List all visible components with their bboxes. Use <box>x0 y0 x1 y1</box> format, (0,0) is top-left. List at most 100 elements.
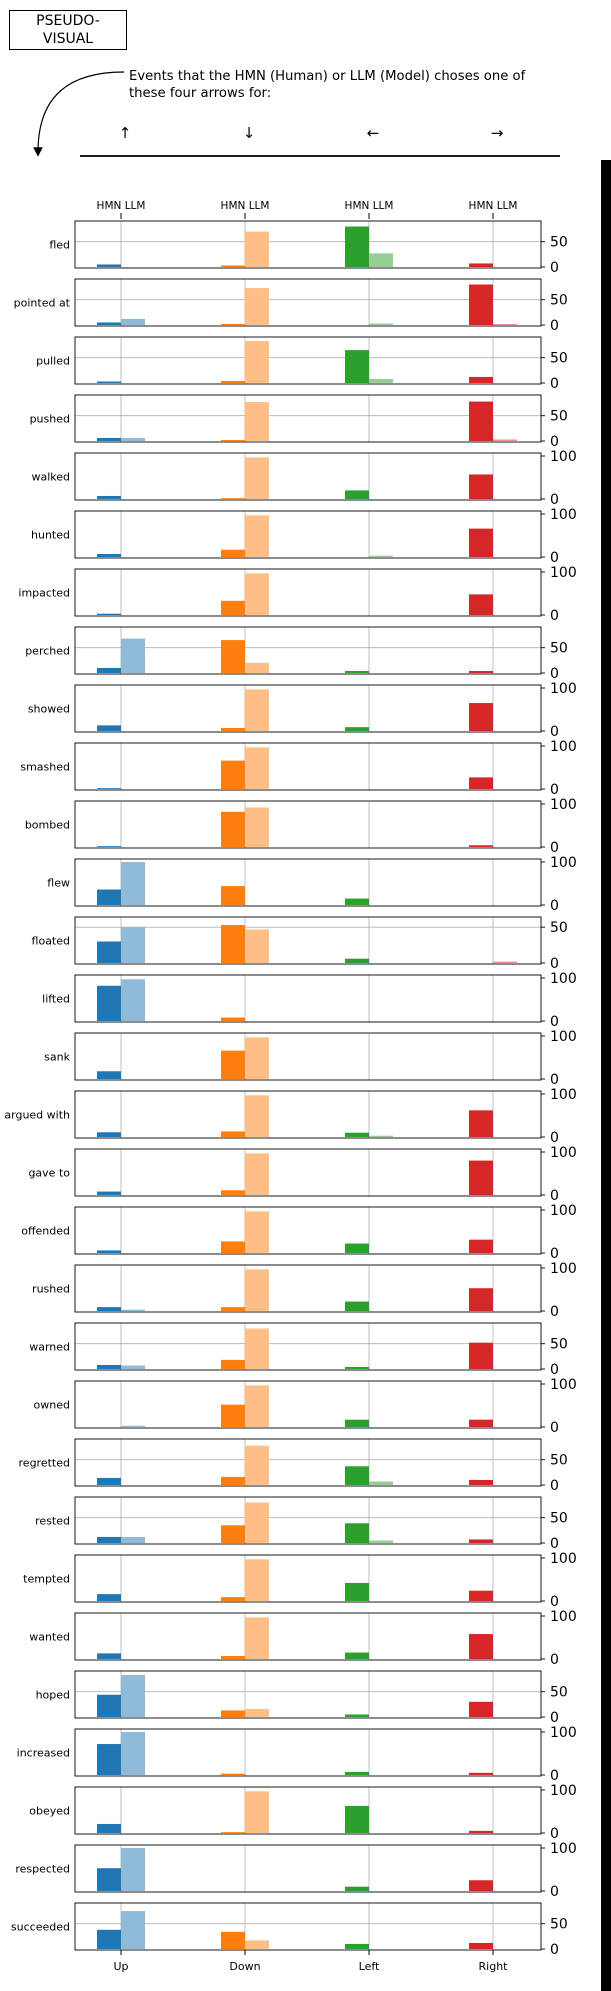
y-tick-label: 100 <box>550 1029 577 1045</box>
bar-llm-down <box>245 515 269 557</box>
panel-showed: 0 100 showed <box>28 681 577 740</box>
bar-llm-down <box>245 1153 269 1195</box>
bar-llm-down <box>245 457 269 499</box>
x-label-down: Down <box>229 1960 260 1973</box>
panel-frame <box>74 1902 542 1951</box>
row-label: respected <box>15 1863 70 1876</box>
bar-hmn-up <box>97 613 121 615</box>
row-label: sank <box>44 1051 70 1064</box>
panel-frame <box>74 916 542 965</box>
panel-frame <box>74 278 542 327</box>
row-label: showed <box>28 703 70 716</box>
panel-warned: 0 50 warned <box>29 1322 568 1378</box>
y-tick-label: 100 <box>550 1203 577 1219</box>
y-tick-label: 0 <box>550 260 559 276</box>
bar-hmn-left <box>345 1301 369 1311</box>
bar-hmn-right <box>469 1634 493 1659</box>
bar-hmn-right <box>469 1160 493 1195</box>
y-tick-label: 0 <box>550 1130 559 1146</box>
y-tick-label: 100 <box>550 565 577 581</box>
bar-hmn-up <box>97 1653 121 1659</box>
bar-hmn-down <box>221 439 245 441</box>
bar-llm-down <box>245 689 269 731</box>
x-label-left: Left <box>359 1960 380 1973</box>
bar-llm-down <box>245 929 269 963</box>
bar-hmn-right <box>469 284 493 325</box>
bar-hmn-left <box>345 1466 369 1485</box>
bar-hmn-right <box>469 401 493 441</box>
y-tick-label: 50 <box>550 409 568 425</box>
bar-hmn-up <box>97 941 121 963</box>
panel-frame <box>74 394 542 443</box>
bar-llm-up <box>121 1732 145 1775</box>
panel-frame <box>74 452 542 501</box>
bar-hmn-left <box>345 1366 369 1369</box>
bar-hmn-down <box>221 886 245 905</box>
bar-hmn-down <box>221 1241 245 1253</box>
row-label: owned <box>34 1399 70 1412</box>
y-tick-label: 0 <box>550 1478 559 1494</box>
bar-hmn-left <box>345 490 369 499</box>
y-tick-label: 0 <box>550 434 559 450</box>
panel-pulled: 0 50 pulled <box>36 336 568 392</box>
bar-hmn-up <box>97 1191 121 1195</box>
bar-llm-up <box>121 979 145 1021</box>
bar-hmn-left <box>345 727 369 731</box>
row-label: regretted <box>19 1457 70 1470</box>
bar-hmn-down <box>221 380 245 383</box>
bar-hmn-left <box>345 670 369 673</box>
row-label: bombed <box>25 819 70 832</box>
panel-frame <box>74 1612 542 1661</box>
row-label: pushed <box>30 413 70 426</box>
panel-frame <box>74 1206 542 1255</box>
row-label: flew <box>47 877 70 890</box>
y-tick-label: 0 <box>550 318 559 334</box>
bar-hmn-right <box>469 1110 493 1137</box>
bar-hmn-up <box>97 846 121 847</box>
bar-hmn-left <box>345 1886 369 1891</box>
bar-hmn-up <box>97 437 121 441</box>
bar-hmn-up <box>97 1071 121 1079</box>
panel-frame <box>74 858 542 907</box>
bar-llm-left <box>369 555 393 557</box>
bar-llm-down <box>245 807 269 847</box>
row-label: impacted <box>18 587 70 600</box>
bar-llm-up <box>121 318 145 325</box>
y-tick-label: 0 <box>550 1362 559 1378</box>
y-tick-label: 0 <box>550 608 559 624</box>
row-label: walked <box>31 471 70 484</box>
panel-frame <box>74 510 542 559</box>
column-header-1: HMN LLM <box>221 200 270 212</box>
y-tick-label: 50 <box>550 235 568 251</box>
bar-hmn-up <box>97 1744 121 1775</box>
bar-llm-left <box>369 1481 393 1485</box>
panel-frame <box>74 1670 542 1719</box>
row-label: obeyed <box>29 1805 70 1818</box>
y-tick-label: 100 <box>550 681 577 697</box>
bar-llm-up <box>121 1848 145 1891</box>
y-tick-label: 0 <box>550 1768 559 1784</box>
bar-hmn-up <box>97 788 121 789</box>
bar-hmn-up <box>97 1307 121 1311</box>
row-label: gave to <box>28 1167 70 1180</box>
panel-floated: 0 50 floated <box>32 916 568 972</box>
bar-llm-up <box>121 1365 145 1369</box>
y-tick-label: 100 <box>550 797 577 813</box>
bar-hmn-left <box>345 898 369 905</box>
panel-frame <box>74 1380 542 1429</box>
y-tick-label: 0 <box>550 1246 559 1262</box>
bar-llm-up <box>121 927 145 963</box>
y-tick-label: 50 <box>550 1453 568 1469</box>
bar-hmn-down <box>221 600 245 615</box>
panel-hunted: 0 100 hunted <box>31 507 577 566</box>
y-tick-label: 0 <box>550 492 559 508</box>
bar-hmn-down <box>221 1476 245 1485</box>
bar-hmn-right <box>469 594 493 615</box>
row-label: pulled <box>36 355 70 368</box>
panel-frame <box>74 1554 542 1603</box>
row-label: offended <box>21 1225 70 1238</box>
panel-sank: 0 100 sank <box>44 1029 577 1088</box>
panel-offended: 0 100 offended <box>21 1203 577 1262</box>
bar-hmn-left <box>345 1943 369 1949</box>
bar-hmn-right <box>469 1288 493 1311</box>
